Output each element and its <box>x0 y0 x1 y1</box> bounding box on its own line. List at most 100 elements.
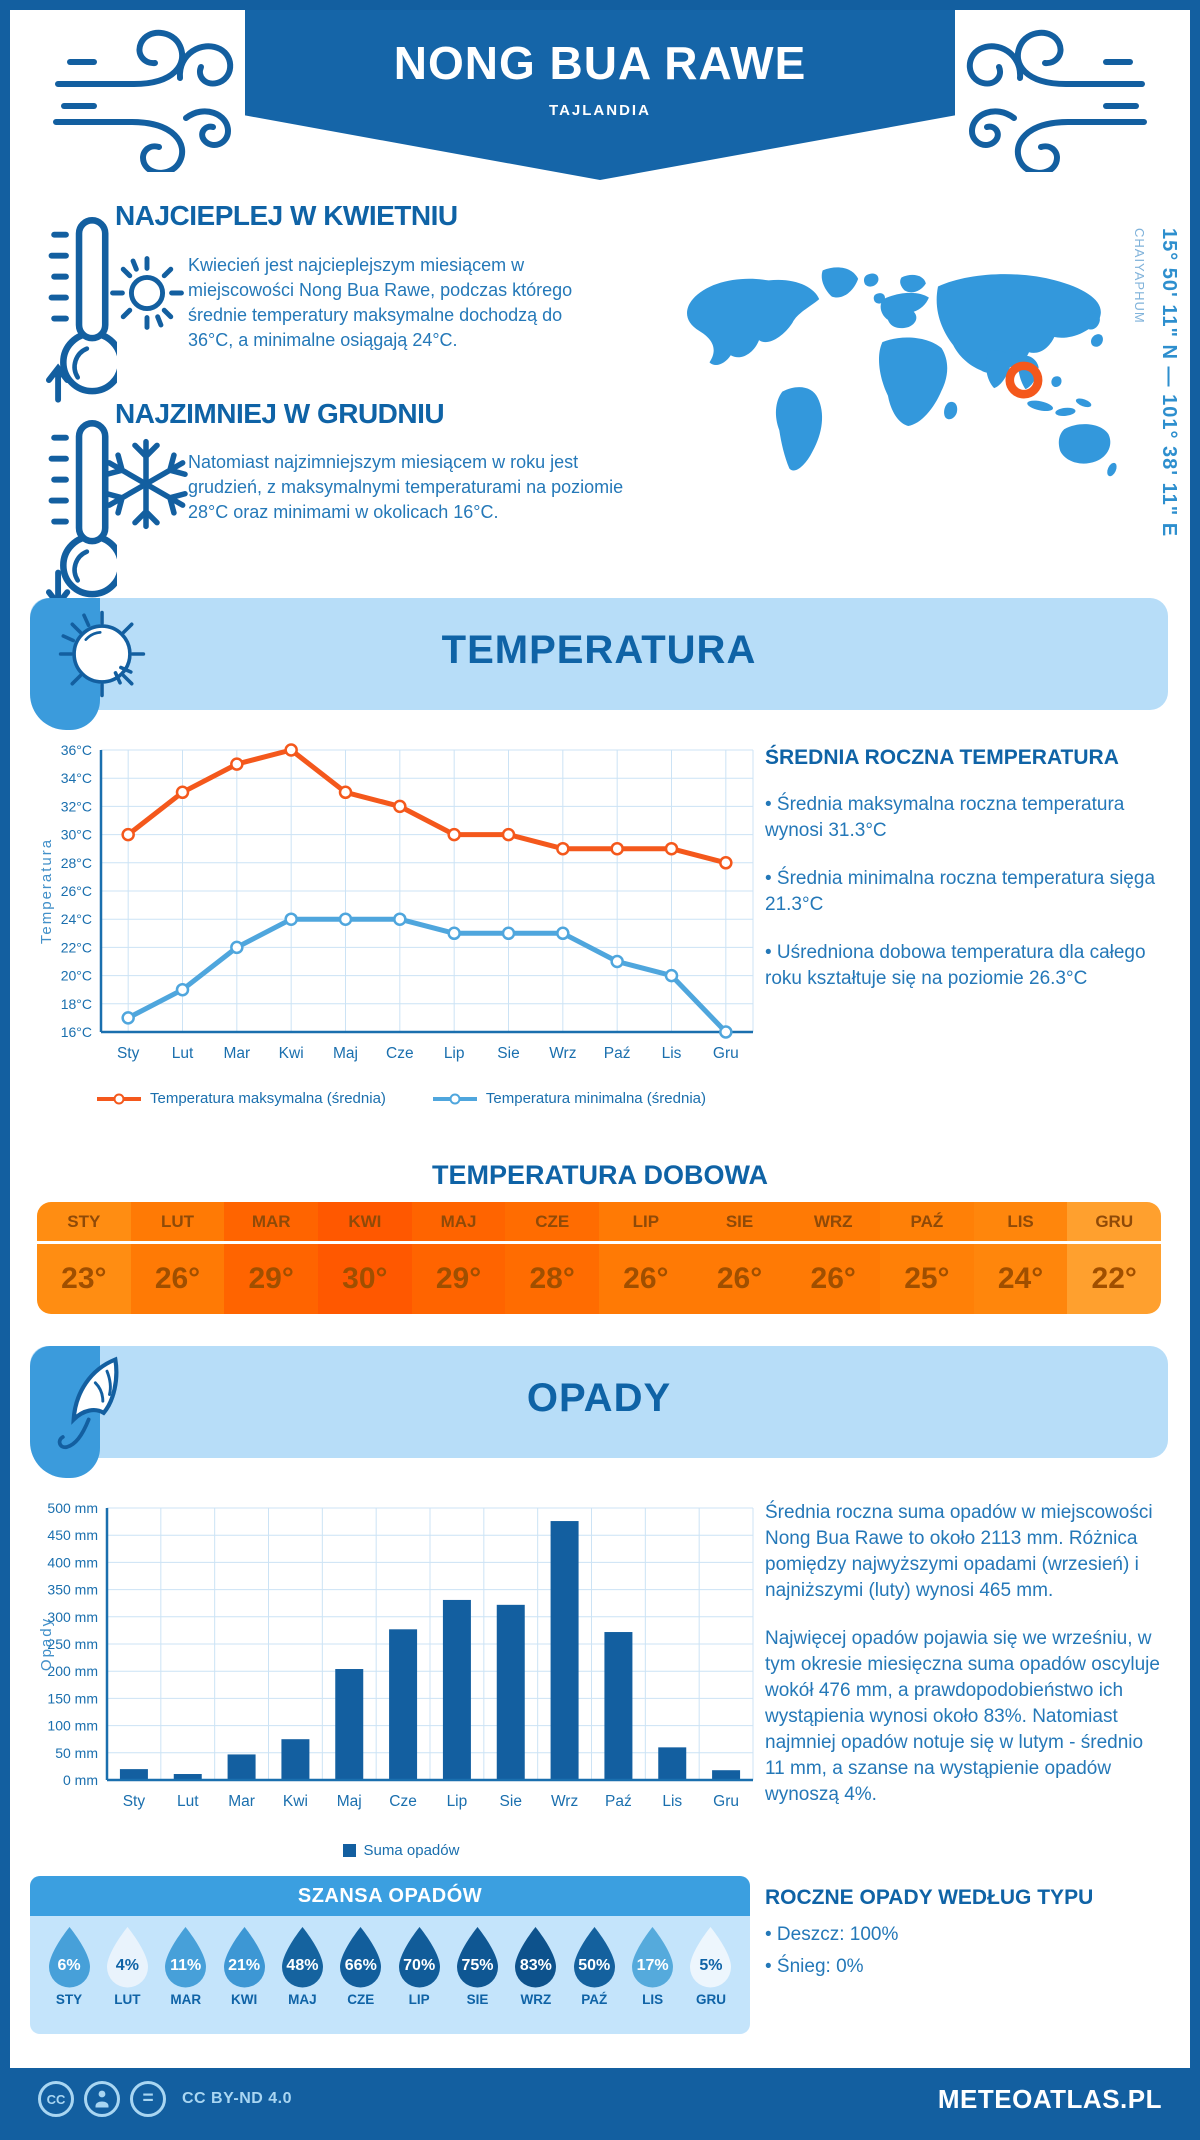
rain-chance-month: GRU <box>695 1992 726 2007</box>
rain-chance-month: MAR <box>170 1992 202 2007</box>
sun-icon <box>48 600 156 708</box>
rain-chance-drop: 70% LIP <box>394 1926 444 2007</box>
daily-temp-month: MAR <box>224 1202 319 1244</box>
section-title-temperature: TEMPERATURA <box>441 628 757 672</box>
temperature-summary-panel: ŚREDNIA ROCZNA TEMPERATURA • Średnia mak… <box>765 746 1167 992</box>
precipitation-paragraph: Najwięcej opadów pojawia się we wrześniu… <box>765 1628 1160 1805</box>
svg-text:Gru: Gru <box>713 1793 739 1810</box>
svg-text:Lut: Lut <box>172 1045 194 1062</box>
daily-temp-cell: KWI 30° <box>318 1202 412 1314</box>
svg-text:Cze: Cze <box>389 1793 417 1810</box>
rain-chance-title: SZANSA OPADÓW <box>30 1876 750 1916</box>
footer: CC = CC BY-ND 4.0 METEOATLAS.PL <box>10 2068 1190 2130</box>
rain-chance-drop: 5% GRU <box>686 1926 736 2007</box>
svg-text:36°C: 36°C <box>61 742 92 758</box>
header-banner: NONG BUA RAWE TAJLANDIA <box>245 10 955 180</box>
daily-temp-cell: STY 23° <box>37 1202 131 1314</box>
rain-chance-month: CZE <box>347 1992 375 2007</box>
svg-text:100 mm: 100 mm <box>47 1718 98 1734</box>
rain-chance-month: MAJ <box>288 1992 317 2007</box>
droplet-icon <box>573 1927 615 1988</box>
rain-chance-value: 4% <box>115 1957 139 1974</box>
temperature-chart-legend: Temperatura maksymalna (średnia) Temperat… <box>35 1090 767 1107</box>
svg-text:26°C: 26°C <box>61 883 92 899</box>
daily-temp-month: LIS <box>973 1202 1068 1244</box>
rain-chance-drop: 50% PAŹ <box>569 1926 619 2007</box>
svg-text:Sie: Sie <box>497 1045 519 1062</box>
svg-text:24°C: 24°C <box>61 911 92 927</box>
svg-text:20°C: 20°C <box>61 968 92 984</box>
svg-text:Sty: Sty <box>123 1793 146 1810</box>
rain-chance-month: KWI <box>230 1992 258 2007</box>
legend-label: Suma opadów <box>363 1842 460 1859</box>
daily-temp-cell: WRZ 26° <box>786 1202 881 1314</box>
svg-text:Mar: Mar <box>228 1793 255 1810</box>
daily-temp-value: 26° <box>716 1262 763 1295</box>
coldest-text: Natomiast najzimniejszym miesiącem w rok… <box>188 452 624 522</box>
cc-icon: CC <box>38 2081 74 2117</box>
temperature-banner: TEMPERATURA <box>30 598 1168 730</box>
rain-chance-drop: 21% KWI <box>219 1926 269 2007</box>
rain-chance-value: 6% <box>57 1957 81 1974</box>
daily-temp-month: STY <box>37 1202 131 1244</box>
svg-text:34°C: 34°C <box>61 770 92 786</box>
svg-text:16°C: 16°C <box>61 1024 92 1040</box>
svg-text:Lip: Lip <box>447 1793 468 1810</box>
legend-swatch <box>342 1844 356 1857</box>
warmest-title: NAJCIEPLEJ W KWIETNIU <box>115 200 458 231</box>
svg-text:Temperatura: Temperatura <box>38 838 55 944</box>
droplet-icon <box>48 1927 90 1988</box>
droplet-icon <box>281 1927 323 1988</box>
world-map <box>665 215 1120 540</box>
precipitation-paragraph: Średnia roczna suma opadów w miejscowośc… <box>765 1502 1153 1601</box>
daily-temp-cell: LIP 26° <box>599 1202 693 1314</box>
daily-temp-month: SIE <box>692 1202 787 1244</box>
droplet-icon <box>515 1927 557 1988</box>
precipitation-type-panel: ROCZNE OPADY WEDŁUG TYPU • Deszcz: 100% … <box>765 1886 1167 1980</box>
rain-chance-month: SIE <box>466 1992 489 2007</box>
rain-chance-drop: 11% MAR <box>161 1926 211 2007</box>
droplet-icon <box>165 1927 207 1988</box>
droplet-icon <box>398 1927 440 1988</box>
svg-text:32°C: 32°C <box>61 798 92 814</box>
daily-temp-month: CZE <box>505 1202 600 1244</box>
thermometer-down-icon <box>45 418 117 608</box>
rain-chance-value: 48% <box>286 1957 319 1974</box>
coordinates-label: 15° 50' 11" N — 101° 38' 11" E <box>1158 228 1180 538</box>
rain-chance-value: 50% <box>578 1957 611 1974</box>
svg-text:Cze: Cze <box>386 1045 414 1062</box>
droplet-icon <box>340 1927 382 1988</box>
svg-text:28°C: 28°C <box>61 855 92 871</box>
svg-text:Lis: Lis <box>662 1793 682 1810</box>
rain-chance-month: LIP <box>408 1992 430 2007</box>
svg-text:Sty: Sty <box>117 1045 140 1062</box>
precipitation-type-title: ROCZNE OPADY WEDŁUG TYPU <box>765 1886 1094 1909</box>
droplet-icon <box>223 1927 265 1988</box>
daily-temp-cell: MAR 29° <box>224 1202 319 1314</box>
daily-temp-value: 23° <box>61 1262 107 1295</box>
svg-text:Wrz: Wrz <box>551 1793 578 1810</box>
precipitation-text-panel: Średnia roczna suma opadów w miejscowośc… <box>765 1500 1167 1808</box>
svg-text:Lut: Lut <box>177 1793 199 1810</box>
svg-text:30°C: 30°C <box>61 827 92 843</box>
daily-temperature-table: STY 23° LUT 26° MAR 29° KWI 30° MAJ 29° CZE 28° LIP 2… <box>37 1202 1161 1314</box>
daily-temp-value: 22° <box>1091 1262 1137 1295</box>
svg-text:Gru: Gru <box>713 1045 739 1062</box>
rain-chance-panel: SZANSA OPADÓW 6% STY 4% LUT 11% MAR 21% KWI 48% M… <box>30 1876 750 2034</box>
daily-temp-month: PAŹ <box>880 1202 974 1244</box>
daily-temp-cell: GRU 22° <box>1067 1202 1161 1314</box>
rain-chance-value: 75% <box>461 1957 494 1974</box>
thermometer-up-icon <box>45 215 117 405</box>
daily-temp-cell: LIS 24° <box>973 1202 1068 1314</box>
temperature-chart: 16°C 18°C 20°C 22°C 24°C 26°C 28°C 30°C 32°C 34°C… <box>35 736 767 1082</box>
legend-item: Suma opadów <box>342 1842 460 1859</box>
droplet-icon <box>457 1927 499 1988</box>
precipitation-chart-legend: Suma opadów <box>35 1842 767 1859</box>
sun-icon <box>106 252 188 334</box>
daily-temp-month: GRU <box>1067 1202 1161 1244</box>
svg-text:Kwi: Kwi <box>283 1793 308 1810</box>
daily-temp-cell: CZE 28° <box>505 1202 600 1314</box>
svg-text:Wrz: Wrz <box>549 1045 576 1062</box>
rain-chance-value: 70% <box>403 1957 436 1974</box>
